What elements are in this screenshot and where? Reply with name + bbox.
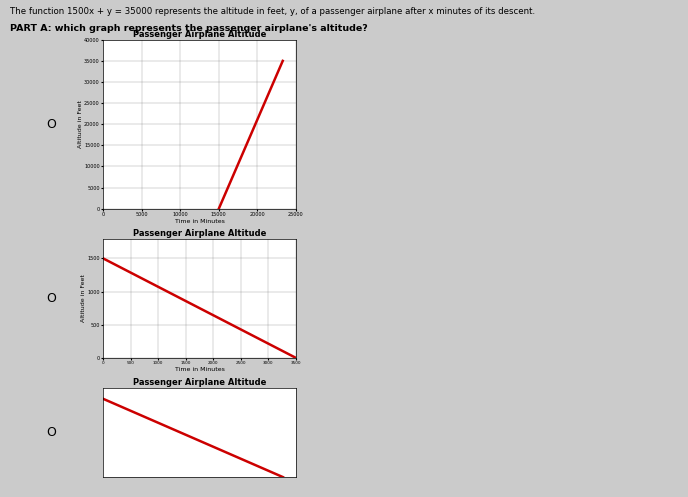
Y-axis label: Altitude in Feet: Altitude in Feet (78, 100, 83, 148)
Y-axis label: Altitude in Feet: Altitude in Feet (80, 274, 86, 322)
Text: PART A: which graph represents the passenger airplane's altitude?: PART A: which graph represents the passe… (10, 24, 368, 33)
X-axis label: Time in Minutes: Time in Minutes (175, 219, 224, 224)
Title: Passenger Airplane Altitude: Passenger Airplane Altitude (133, 30, 266, 39)
Title: Passenger Airplane Altitude: Passenger Airplane Altitude (133, 378, 266, 387)
X-axis label: Time in Minutes: Time in Minutes (175, 367, 224, 372)
Text: O: O (47, 292, 56, 305)
Text: The function 1500x + y = 35000 represents the altitude in feet, y, of a passenge: The function 1500x + y = 35000 represent… (10, 7, 535, 16)
Text: O: O (47, 426, 56, 439)
Text: O: O (47, 118, 56, 131)
Title: Passenger Airplane Altitude: Passenger Airplane Altitude (133, 229, 266, 238)
